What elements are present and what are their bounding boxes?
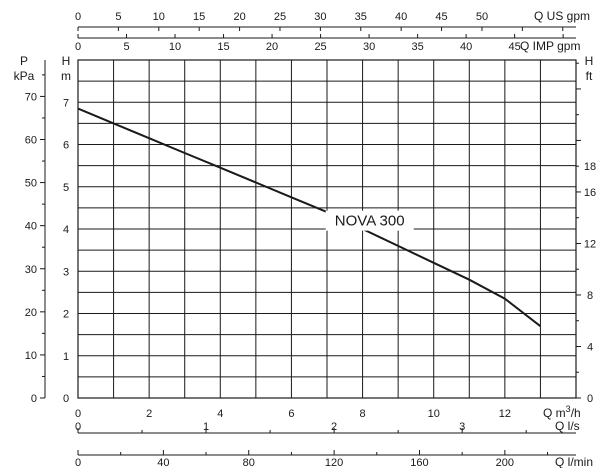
x-tick-label-lmin: 120 [325, 457, 343, 468]
y-axis-label-ft-unit: ft [586, 69, 593, 83]
x-tick-label-impgpm: 15 [217, 41, 229, 53]
x-tick-label-m3h: 4 [217, 408, 223, 420]
y-tick-label-m: 6 [63, 140, 69, 152]
y-tick-label-kpa: 20 [25, 307, 37, 319]
y-axis-label-kpa-unit: kPa [14, 69, 35, 83]
y-tick-label-kpa: 30 [25, 264, 37, 276]
x-tick-label-lmin: 160 [410, 457, 428, 468]
y-tick-label-m: 3 [63, 266, 69, 278]
x-tick-label-m3h: 12 [499, 408, 511, 420]
y-axis-label-m-unit: m [61, 69, 71, 83]
x-tick-label-usgpm: 35 [355, 11, 367, 23]
series: NOVA 300 [77, 107, 542, 327]
x-tick-label-usgpm: 15 [193, 11, 205, 23]
series-line-0 [77, 107, 542, 327]
x-tick-label-usgpm: 0 [75, 11, 81, 23]
x-tick-label-usgpm: 45 [435, 11, 447, 23]
x-tick-label-m3h: 0 [75, 408, 81, 420]
y-tick-label-ft: 8 [587, 290, 593, 302]
y-tick-label-m: 2 [63, 309, 69, 321]
y-tick-label-ft: 16 [584, 187, 596, 199]
axes [40, 26, 581, 456]
x-tick-label-impgpm: 5 [123, 41, 129, 53]
x-axis-label-ls: Q l/s [555, 419, 580, 433]
y-tick-label-ft: 12 [584, 238, 596, 250]
x-tick-label-ls: 2 [331, 421, 337, 433]
y-tick-label-kpa: 50 [25, 178, 37, 190]
x-tick-label-usgpm: 5 [115, 11, 121, 23]
x-axis-label-lmin: Q l/min [555, 455, 593, 468]
x-tick-label-impgpm: 0 [75, 41, 81, 53]
x-tick-label-m3h: 10 [428, 408, 440, 420]
y-axis-label-kpa-top: P [20, 54, 28, 68]
y-tick-label-m: 5 [63, 182, 69, 194]
x-tick-label-impgpm: 45 [508, 41, 520, 53]
x-tick-label-impgpm: 30 [363, 41, 375, 53]
y-tick-label-kpa: 60 [25, 135, 37, 147]
x-tick-label-usgpm: 50 [476, 11, 488, 23]
y-axis-label-ft-top: H [585, 54, 594, 68]
x-axis-label-usgpm: Q US gpm [534, 9, 590, 23]
x-tick-label-usgpm: 30 [314, 11, 326, 23]
series-label-background [325, 210, 414, 231]
series-label: NOVA 300 [335, 213, 405, 230]
y-tick-label-m: 0 [63, 393, 69, 405]
x-tick-label-m3h: 2 [146, 408, 152, 420]
tick-labels: 0 2 4 6 8 10 12 Q m3/h0 1 2 3 Q l/s0 40 80 120 160 200 Q … [14, 9, 596, 468]
x-tick-label-impgpm: 40 [460, 41, 472, 53]
x-tick-label-impgpm: 20 [266, 41, 278, 53]
y-tick-label-ft: 0 [587, 393, 593, 405]
x-tick-label-usgpm: 25 [274, 11, 286, 23]
x-tick-label-usgpm: 10 [153, 11, 165, 23]
x-tick-label-m3h: 6 [288, 408, 294, 420]
y-tick-label-kpa: 40 [25, 221, 37, 233]
plot-frame [77, 59, 577, 399]
x-tick-label-impgpm: 10 [169, 41, 181, 53]
x-tick-label-usgpm: 40 [395, 11, 407, 23]
y-tick-label-m: 7 [63, 97, 69, 109]
y-tick-label-kpa: 0 [31, 393, 37, 405]
x-tick-label-ls: 0 [75, 421, 81, 433]
y-tick-label-ft: 18 [584, 161, 596, 173]
y-tick-label-kpa: 70 [25, 91, 37, 103]
x-axis-label-m3h: Q m3/h [543, 404, 581, 420]
x-axis-label-impgpm: Q IMP gpm [520, 39, 580, 53]
x-tick-label-lmin: 80 [243, 457, 255, 468]
grid [77, 59, 577, 399]
x-tick-label-lmin: 0 [75, 457, 81, 468]
y-tick-label-m: 1 [63, 351, 69, 363]
x-tick-label-impgpm: 25 [314, 41, 326, 53]
x-tick-label-usgpm: 20 [233, 11, 245, 23]
x-tick-label-ls: 3 [459, 421, 465, 433]
y-axis-label-m-top: H [62, 54, 71, 68]
x-tick-label-impgpm: 35 [411, 41, 423, 53]
x-tick-label-ls: 1 [203, 421, 209, 433]
x-tick-label-lmin: 40 [157, 457, 169, 468]
x-tick-label-lmin: 200 [496, 457, 514, 468]
y-tick-label-kpa: 10 [25, 350, 37, 362]
y-tick-label-m: 4 [63, 224, 69, 236]
y-tick-label-ft: 4 [587, 341, 593, 353]
x-tick-label-m3h: 8 [360, 408, 366, 420]
